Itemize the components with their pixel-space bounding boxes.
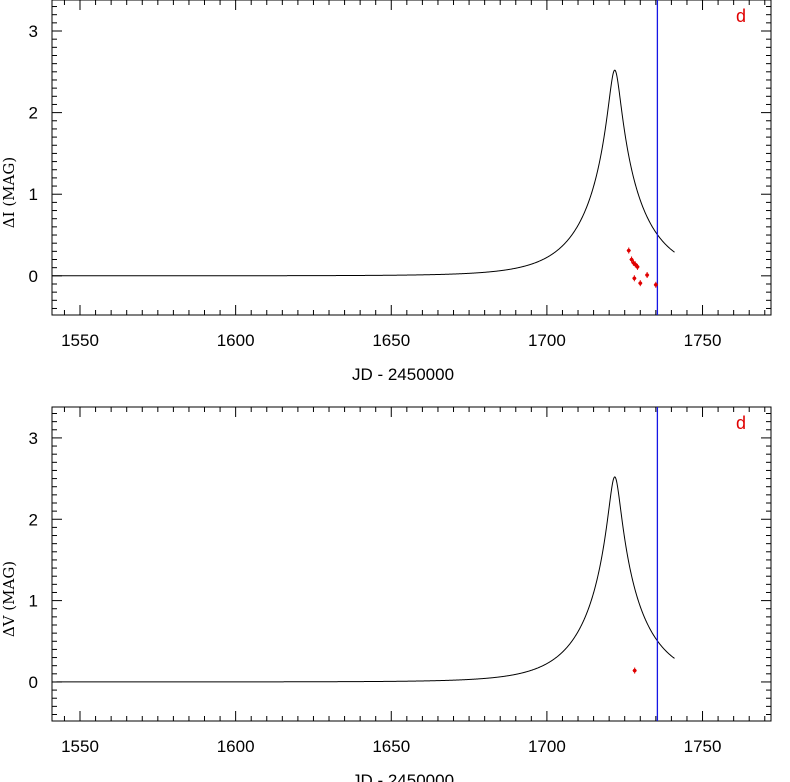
- model-curve: [52, 476, 675, 683]
- x-tick-label: 1700: [528, 331, 566, 350]
- tick-labels: 1550 1600 1650 1700 1750 0 1 2 3: [29, 429, 722, 756]
- y-axis-title: ΔV (MAG): [0, 561, 18, 637]
- panel-letter: d: [736, 6, 746, 26]
- x-tick-label: 1550: [61, 737, 99, 756]
- observation-point: [633, 261, 638, 268]
- observation-point: [629, 256, 634, 263]
- axis-ticks: [52, 407, 771, 721]
- observations: [626, 247, 658, 288]
- x-tick-label: 1550: [61, 331, 99, 350]
- x-tick-label: 1650: [372, 737, 410, 756]
- x-tick-label: 1750: [684, 331, 722, 350]
- x-tick-label: 1750: [684, 737, 722, 756]
- x-tick-label: 1700: [528, 737, 566, 756]
- observation-point: [635, 263, 640, 270]
- model-curve: [52, 69, 675, 277]
- x-tick-label: 1600: [217, 331, 255, 350]
- x-axis-title: JD - 2450000: [352, 365, 454, 384]
- y-tick-label: 1: [29, 185, 38, 204]
- y-tick-label: 1: [29, 592, 38, 611]
- observation-point: [632, 667, 637, 674]
- y-tick-label: 2: [29, 510, 38, 529]
- observation-point: [653, 281, 658, 288]
- y-tick-label: 3: [29, 22, 38, 41]
- y-tick-label: 0: [29, 267, 38, 286]
- observation-point: [638, 280, 643, 287]
- panel-letter: d: [736, 413, 746, 433]
- plot-frame: [51, 406, 772, 722]
- x-tick-label: 1600: [217, 737, 255, 756]
- x-tick-label: 1650: [372, 331, 410, 350]
- plot-frame: [51, 0, 772, 316]
- tick-labels: 1550 1600 1650 1700 1750 0 1 2 3: [29, 22, 722, 350]
- axis-ticks: [52, 0, 771, 315]
- y-tick-label: 0: [29, 673, 38, 692]
- observations: [632, 667, 637, 674]
- x-axis-title: JD - 2450000: [352, 771, 454, 782]
- observation-point: [632, 275, 637, 282]
- observation-point: [645, 272, 650, 279]
- y-tick-label: 3: [29, 429, 38, 448]
- y-tick-label: 2: [29, 104, 38, 123]
- y-axis-title: ΔI (MAG): [0, 157, 18, 228]
- observation-point: [626, 247, 631, 254]
